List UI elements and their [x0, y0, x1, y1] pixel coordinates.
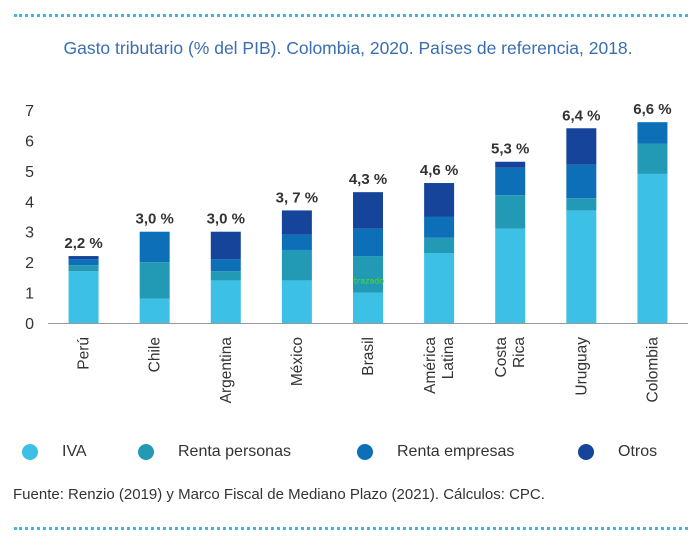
bar-annotation: trazado: [354, 276, 385, 285]
bar-otros-argentina: [210, 231, 241, 260]
legend-swatch-otros: [578, 444, 594, 460]
bar-renta-personas-america-latina: [424, 237, 455, 254]
x-tick-label-colombia: Colombia: [644, 337, 661, 403]
x-tick-label-argentina: Argentina: [218, 337, 235, 404]
legend-item-otros: Otros: [578, 440, 657, 464]
x-tick-label-america-latina: AméricaLatina: [422, 337, 457, 394]
top-dotted-border: [14, 14, 688, 17]
bar-iva-america-latina: [424, 253, 455, 323]
bar-otros-peru: [68, 256, 99, 260]
legend-label-renta-personas: Renta personas: [178, 443, 291, 460]
bar-renta-empresas-chile: [139, 231, 170, 263]
bar-renta-personas-mexico: [281, 249, 312, 281]
bar-iva-colombia: [637, 173, 668, 323]
source-note: Fuente: Renzio (2019) y Marco Fiscal de …: [13, 486, 545, 503]
total-label-chile: 3,0 %: [135, 211, 173, 228]
x-tick-label-line: Argentina: [218, 337, 235, 404]
x-tick-label-uruguay: Uruguay: [573, 337, 590, 396]
bar-renta-personas-argentina: [210, 271, 241, 281]
bar-renta-personas-brasil: [353, 256, 383, 293]
bar-otros-uruguay: [566, 128, 597, 165]
bar-otros-america-latina: [424, 183, 455, 217]
y-tick-label: 2: [25, 255, 34, 272]
bar-renta-empresas-costa-rica: [495, 167, 526, 196]
total-label-costa-rica: 5,3 %: [491, 141, 529, 158]
y-tick-label: 5: [25, 164, 34, 181]
y-tick-label: 1: [25, 286, 34, 303]
bar-renta-empresas-uruguay: [566, 164, 597, 199]
bar-renta-personas-colombia: [637, 143, 668, 174]
x-tick-label-line: Costa: [493, 337, 510, 378]
bar-otros-costa-rica: [495, 161, 526, 168]
total-label-brasil: 4,3 %: [349, 171, 387, 188]
legend-label-otros: Otros: [618, 443, 658, 460]
x-tick-label-line: Brasil: [360, 337, 377, 376]
x-tick-label-mexico: México: [289, 337, 306, 386]
x-tick-label-line: América: [422, 337, 439, 394]
bar-renta-personas-costa-rica: [495, 195, 526, 229]
legend-swatch-renta-empresas: [357, 444, 373, 460]
bar-otros-brasil: [353, 192, 383, 229]
x-tick-label-line: Latina: [440, 337, 457, 380]
y-tick-label: 7: [25, 103, 34, 120]
x-tick-label-line: Rica: [511, 337, 528, 368]
bar-otros-mexico: [281, 210, 312, 235]
y-tick-label: 0: [25, 316, 34, 333]
x-tick-label-line: Uruguay: [573, 337, 590, 396]
chart-title: Gasto tributario (% del PIB). Colombia, …: [63, 38, 633, 58]
legend-swatch-renta-personas: [138, 444, 154, 460]
bar-renta-empresas-brasil: [353, 228, 383, 257]
total-label-mexico: 3, 7 %: [276, 189, 319, 206]
bar-renta-empresas-peru: [68, 259, 99, 266]
legend-label-iva: IVA: [62, 443, 87, 460]
total-label-uruguay: 6,4 %: [562, 107, 600, 124]
legend-swatch-iva: [22, 444, 38, 460]
total-label-america-latina: 4,6 %: [420, 162, 458, 179]
y-tick-label: 6: [25, 133, 34, 150]
legend-label-renta-empresas: Renta empresas: [397, 443, 515, 460]
x-tick-label-chile: Chile: [147, 337, 164, 372]
x-tick-label-line: Chile: [147, 337, 164, 372]
x-tick-label-costa-rica: CostaRica: [493, 337, 528, 378]
x-tick-label-brasil: Brasil: [360, 337, 377, 376]
bottom-dotted-border: [14, 527, 688, 530]
bar-iva-uruguay: [566, 210, 597, 323]
x-tick-label-line: Colombia: [644, 337, 661, 403]
total-label-peru: 2,2 %: [64, 235, 102, 252]
stacked-bar-chart: 0 1 2 3 4 5 6 7 2,2 % Perú 3,0 % Chile 3,0 % Argentin…: [25, 101, 688, 404]
total-label-colombia: 6,6 %: [633, 101, 671, 118]
x-tick-label-peru: Perú: [76, 337, 93, 370]
y-tick-label: 4: [25, 194, 34, 211]
legend-item-renta-empresas: Renta empresas: [357, 440, 514, 464]
bar-renta-empresas-colombia: [637, 122, 668, 144]
y-tick-label: 3: [25, 225, 34, 242]
bar-renta-empresas-argentina: [210, 259, 241, 272]
bar-renta-personas-peru: [68, 265, 99, 272]
x-tick-label-line: México: [289, 337, 306, 386]
bar-iva-costa-rica: [495, 228, 526, 323]
total-label-argentina: 3,0 %: [207, 211, 245, 228]
legend-item-renta-personas: Renta personas: [138, 440, 291, 464]
bar-iva-chile: [139, 298, 170, 323]
bar-renta-empresas-mexico: [281, 234, 312, 250]
bar-iva-brasil: [353, 292, 383, 323]
bar-iva-mexico: [281, 280, 312, 323]
bar-iva-argentina: [210, 280, 241, 323]
legend-item-iva: IVA: [22, 440, 87, 464]
bar-renta-personas-chile: [139, 262, 170, 299]
x-tick-label-line: Perú: [76, 337, 93, 370]
bar-renta-empresas-america-latina: [424, 216, 455, 238]
bar-iva-peru: [68, 271, 99, 323]
bar-renta-personas-uruguay: [566, 198, 597, 211]
